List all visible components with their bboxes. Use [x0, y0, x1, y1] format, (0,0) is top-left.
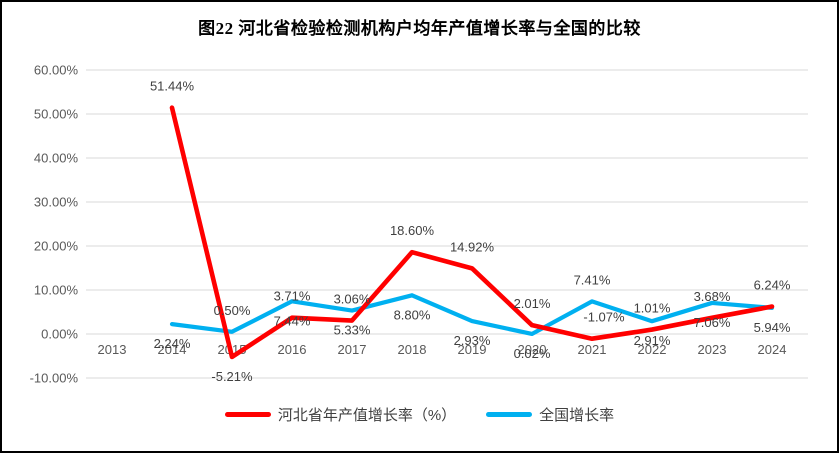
- data-label-hebei-2022: 1.01%: [634, 301, 671, 316]
- x-axis-tick-label: 2019: [458, 342, 487, 357]
- series-line-hebei: [169, 105, 775, 360]
- data-label-hebei-2021: -1.07%: [583, 310, 625, 325]
- y-axis-tick-label: 0.00%: [41, 327, 78, 342]
- data-label-national-2017: 5.33%: [334, 323, 371, 338]
- legend-label-national: 全国增长率: [539, 407, 615, 424]
- chart-plot-area: 60.00% 50.00% 40.00% 30.00% 20.00% 10.00% 0.00…: [30, 63, 808, 386]
- data-label-hebei-2017: 3.06%: [334, 292, 371, 307]
- x-axis-tick-label: 2016: [278, 342, 307, 357]
- y-axis-tick-label: 40.00%: [34, 151, 79, 166]
- x-axis-tick-label: 2021: [578, 342, 607, 357]
- x-axis-tick-label: 2024: [758, 342, 787, 357]
- data-label-hebei-2014: 51.44%: [150, 79, 195, 94]
- x-axis-tick-label: 2023: [698, 342, 727, 357]
- data-label-national-2020: 0.02%: [514, 346, 551, 361]
- y-axis-tick-label: -10.00%: [30, 371, 79, 386]
- data-label-national-2014: 2.24%: [154, 336, 191, 351]
- chart-title: 图22 河北省检验检测机构户均年产值增长率与全国的比较: [198, 19, 641, 38]
- legend-label-hebei: 河北省年产值增长率（%）: [277, 407, 457, 424]
- data-label-hebei-2023: 3.68%: [694, 289, 731, 304]
- legend: 河北省年产值增长率（%） 全国增长率: [2, 404, 837, 425]
- data-label-national-2015: 0.50%: [214, 303, 251, 318]
- data-label-national-2022: 2.91%: [634, 333, 671, 348]
- series-line-national: [169, 293, 775, 337]
- data-label-national-2016: 7.44%: [274, 313, 311, 328]
- data-label-national-2023: 7.06%: [694, 315, 731, 330]
- legend-item-national: 全国增长率: [486, 404, 614, 425]
- y-axis-tick-label: 30.00%: [34, 195, 79, 210]
- y-axis-tick-label: 20.00%: [34, 239, 79, 254]
- legend-item-hebei: 河北省年产值增长率（%）: [224, 404, 457, 425]
- data-label-hebei-2015: -5.21%: [211, 369, 253, 384]
- legend-line-swatch-hebei: [224, 412, 271, 417]
- legend-line-swatch-national: [486, 412, 533, 417]
- x-axis-tick-label: 2013: [98, 342, 127, 357]
- data-label-national-2019: 2.93%: [454, 333, 491, 348]
- y-axis-tick-label: 60.00%: [34, 63, 79, 78]
- data-label-hebei-2024: 6.24%: [754, 278, 791, 293]
- y-axis-tick-label: 10.00%: [34, 283, 79, 298]
- x-axis-tick-label: 2018: [398, 342, 427, 357]
- data-label-hebei-2019: 14.92%: [450, 239, 495, 254]
- data-label-hebei-2016: 3.71%: [274, 289, 311, 304]
- x-axis-tick-label: 2017: [338, 342, 367, 357]
- data-label-national-2021: 7.41%: [574, 272, 611, 287]
- x-axis-tick-label: 2022: [638, 342, 667, 357]
- y-axis-tick-label: 50.00%: [34, 107, 79, 122]
- data-label-hebei-2020: 2.01%: [514, 296, 551, 311]
- data-label-national-2024: 5.94%: [754, 320, 791, 335]
- x-axis-tick-label: 2020: [518, 342, 547, 357]
- data-label-hebei-2018: 18.60%: [390, 223, 435, 238]
- data-label-national-2018: 8.80%: [394, 307, 431, 322]
- x-axis-tick-label: 2014: [158, 342, 187, 357]
